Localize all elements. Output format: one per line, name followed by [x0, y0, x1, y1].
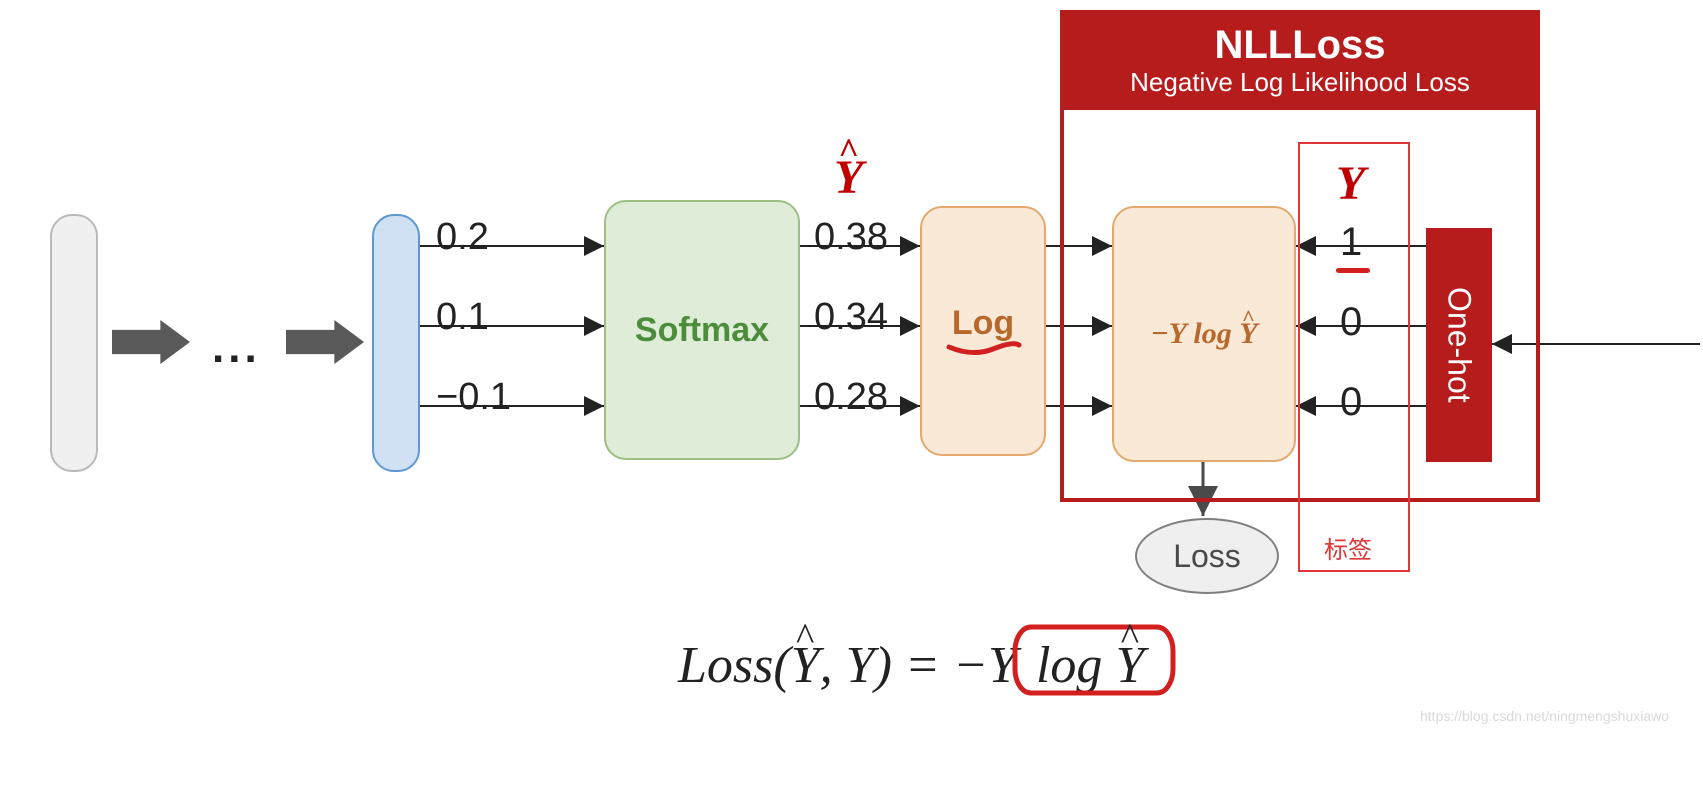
nll-log: log [1186, 317, 1239, 350]
log-label: Log [952, 304, 1014, 343]
onehot-value: 0 [1340, 300, 1362, 345]
y-title: Y [1336, 156, 1365, 211]
onehot-box: One-hot [1426, 228, 1492, 462]
ellipsis: ... [212, 323, 261, 373]
nll-box: −Y log ^Y [1112, 206, 1296, 462]
loss-formula: Loss(^Y, Y) = −Y log ^Y [678, 636, 1150, 695]
formula-eq: ) = −Y [875, 637, 1017, 694]
logit-value: −0.1 [436, 376, 511, 419]
logit-value: 0.1 [436, 296, 489, 339]
onehot-one-underline-icon [1336, 268, 1370, 273]
nll-minus: − [1150, 317, 1168, 350]
nll-Y: Y [1169, 317, 1186, 350]
nll-box-label: −Y log ^Y [1150, 317, 1257, 351]
onehot-label: One-hot [1441, 287, 1478, 403]
logit-value: 0.2 [436, 216, 489, 259]
onehot-value: 1 [1340, 220, 1362, 265]
prob-value: 0.28 [814, 376, 888, 419]
log-underline-icon [943, 341, 1023, 359]
softmax-box: Softmax [604, 200, 800, 460]
formula-circle-icon [1011, 623, 1181, 701]
y-caption-label: 标签 [1324, 530, 1372, 565]
hidden-bar [372, 214, 420, 472]
prob-value: 0.38 [814, 216, 888, 259]
prob-value: 0.34 [814, 296, 888, 339]
onehot-value: 0 [1340, 380, 1362, 425]
formula-lhs: Loss( [678, 637, 791, 694]
nll-header-title: NLLLoss [1214, 22, 1385, 68]
watermark: https://blog.csdn.net/ningmengshuxiawo [1420, 708, 1669, 724]
yhat-label: ^Y [834, 150, 863, 205]
nll-header-subtitle: Negative Log Likelihood Loss [1130, 68, 1470, 98]
formula-commaY: , Y [820, 637, 875, 694]
log-box: Log [920, 206, 1046, 456]
nll-header: NLLLoss Negative Log Likelihood Loss [1060, 10, 1540, 110]
loss-ellipse: Loss [1135, 518, 1279, 594]
loss-label: Loss [1173, 538, 1241, 575]
y-title-text: Y [1336, 157, 1365, 210]
softmax-label: Softmax [635, 311, 769, 350]
input-bar [50, 214, 98, 472]
